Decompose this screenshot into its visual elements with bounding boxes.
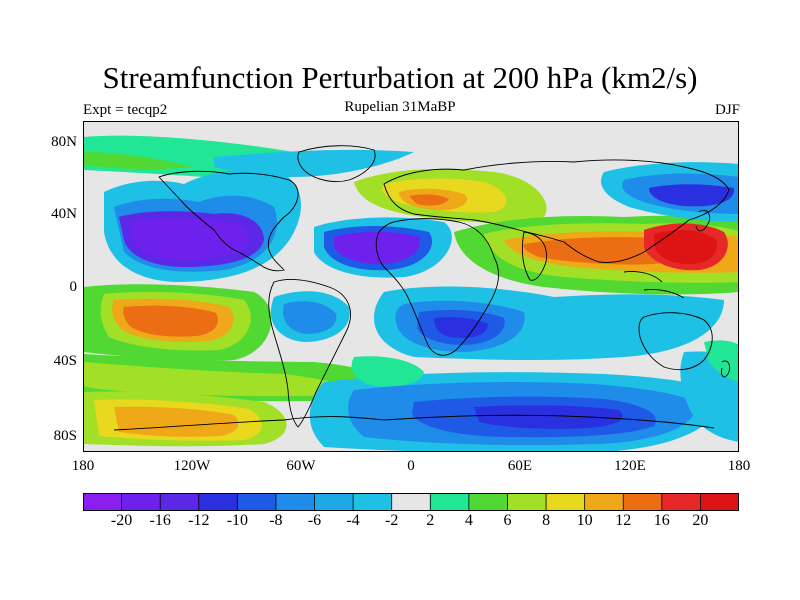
colorbar-level-label: -12 (188, 512, 210, 529)
lat-tick-80s: 80S (53, 428, 77, 444)
plot-title: Streamfunction Perturbation at 200 hPa (… (102, 60, 698, 95)
colorbar-level-label: -2 (385, 512, 399, 529)
colorbar-swatch (83, 493, 123, 511)
colorbar-level-label: -16 (149, 512, 171, 529)
season-label: DJF (714, 102, 740, 118)
colorbar-swatch (160, 493, 200, 511)
colorbar-swatch (121, 493, 161, 511)
colorbar-level-label: -4 (346, 512, 360, 529)
colorbar-swatch (353, 493, 393, 511)
colorbar-level-label: -20 (110, 512, 133, 529)
colorbar-swatch (661, 493, 701, 511)
contour-fills (84, 135, 738, 451)
lat-tick-0: 0 (69, 279, 78, 295)
lon-tick-120w: 120W (173, 458, 211, 474)
colorbar-swatch (275, 493, 316, 511)
lon-tick-60e: 60E (507, 458, 533, 474)
colorbar-swatch (314, 493, 354, 511)
colorbar-level-label: 12 (615, 512, 632, 529)
colorbar-swatch (546, 493, 586, 511)
map-panel (83, 121, 739, 452)
lon-tick-180w: 180 (71, 458, 95, 474)
colorbar-swatch (623, 493, 663, 511)
colorbar-level-label: 6 (503, 512, 512, 529)
colorbar-level-label: -6 (307, 512, 322, 529)
lon-tick-120e: 120E (614, 458, 646, 474)
colorbar-level-label: -10 (226, 512, 249, 529)
colorbar-swatch (198, 493, 238, 511)
colorbar-level-label: 8 (542, 512, 551, 529)
colorbar-frame (83, 493, 739, 511)
lat-tick-40n: 40N (51, 206, 77, 222)
coastlines (113, 145, 731, 431)
colorbar-swatch (584, 493, 624, 511)
lat-tick-40s: 40S (53, 353, 77, 369)
colorbar-level-label: 4 (464, 512, 473, 529)
colorbar-swatch (391, 493, 431, 511)
colorbar-level-label: 20 (692, 512, 709, 529)
colorbar-level-label: 2 (426, 512, 435, 529)
lon-tick-180e: 180 (727, 458, 751, 474)
period-subtitle: Rupelian 31MaBP (344, 99, 456, 115)
colorbar-swatch (430, 493, 470, 511)
colorbar-swatch (468, 493, 508, 511)
experiment-label: Expt = tecqp2 (83, 102, 168, 118)
lon-tick-60w: 60W (286, 458, 316, 474)
colorbar-swatch (237, 493, 277, 511)
colorbar-swatch (700, 493, 739, 511)
lon-tick-0: 0 (407, 458, 415, 474)
colorbar-level-label: 16 (653, 512, 670, 529)
colorbar-swatch (507, 493, 547, 511)
colorbar-level-label: -8 (269, 512, 283, 529)
colorbar-level-label: 10 (576, 512, 593, 529)
streamfunction-field (84, 135, 738, 451)
colorbar (83, 493, 739, 511)
lat-tick-80n: 80N (51, 134, 77, 150)
